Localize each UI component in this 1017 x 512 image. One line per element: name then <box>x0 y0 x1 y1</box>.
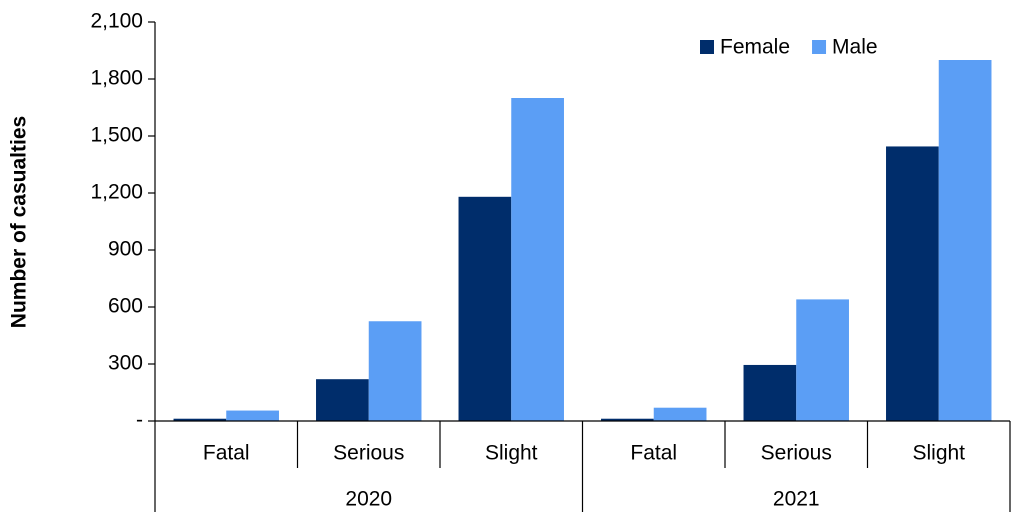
bar <box>226 410 279 421</box>
legend-swatch <box>812 40 827 54</box>
x-tick-label: Fatal <box>203 442 250 465</box>
bar <box>316 379 369 421</box>
x-tick-label: Fatal <box>630 442 677 465</box>
bar <box>938 60 992 421</box>
y-tick-label: 2,100 <box>90 10 143 33</box>
y-tick-label: - <box>136 409 143 432</box>
bar <box>743 364 797 421</box>
x-tick-label: Serious <box>333 442 404 465</box>
bar <box>796 299 849 421</box>
y-tick-label: 900 <box>108 238 143 261</box>
bar <box>458 196 512 421</box>
y-tick-label: 600 <box>108 295 143 318</box>
bar <box>173 418 227 421</box>
bar <box>511 98 564 421</box>
y-tick-label: 300 <box>108 352 143 375</box>
y-tick-label: 1,800 <box>90 67 143 90</box>
bar <box>886 146 939 421</box>
y-axis-label: Number of casualties <box>8 116 31 328</box>
y-tick-label: 1,500 <box>90 124 143 147</box>
y-tick-label: 1,200 <box>90 181 143 204</box>
bar <box>653 407 707 421</box>
group-label: 2021 <box>773 488 820 511</box>
x-tick-label: Serious <box>761 442 832 465</box>
legend-label: Female <box>720 36 790 59</box>
bar <box>601 418 654 421</box>
legend-label: Male <box>832 36 878 59</box>
bar <box>368 321 422 421</box>
x-tick-label: Slight <box>912 442 965 465</box>
legend-swatch <box>700 40 714 54</box>
x-tick-label: Slight <box>485 442 538 465</box>
group-label: 2020 <box>345 488 392 511</box>
